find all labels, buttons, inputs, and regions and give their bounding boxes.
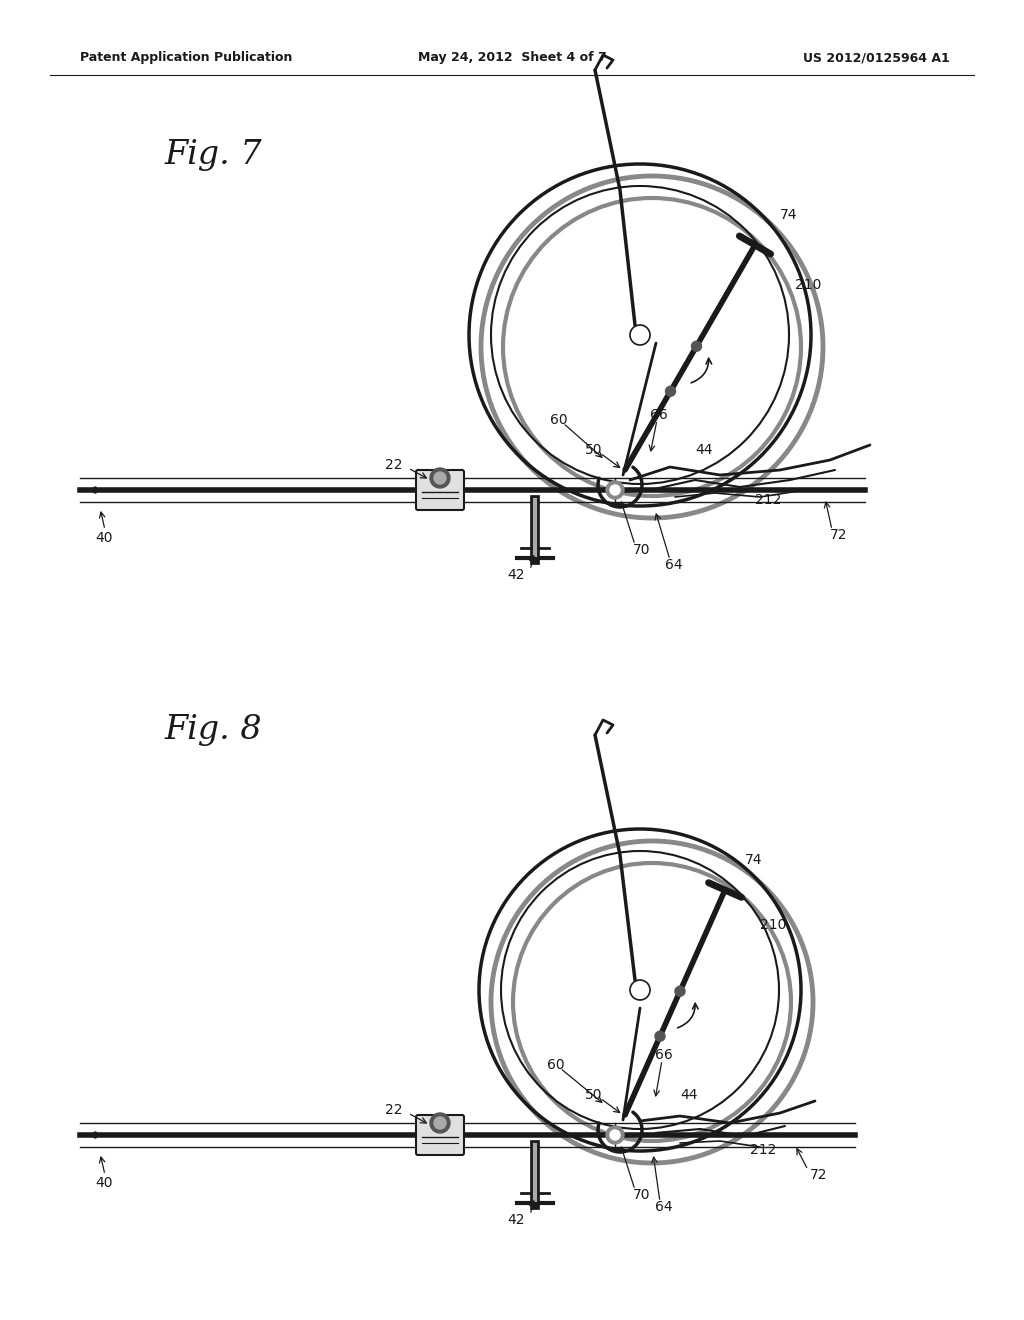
Text: 50: 50 (585, 444, 602, 457)
Circle shape (434, 473, 446, 484)
Text: 72: 72 (830, 528, 848, 543)
Text: 72: 72 (810, 1168, 827, 1181)
FancyBboxPatch shape (416, 1115, 464, 1155)
Circle shape (675, 986, 685, 997)
Circle shape (655, 1031, 665, 1041)
Text: 42: 42 (508, 1213, 525, 1228)
FancyBboxPatch shape (416, 470, 464, 510)
Text: 22: 22 (384, 458, 402, 473)
Circle shape (430, 469, 450, 488)
Text: 40: 40 (95, 531, 113, 545)
Circle shape (666, 387, 676, 396)
Text: 74: 74 (780, 209, 798, 222)
Text: 212: 212 (750, 1143, 776, 1158)
Text: 212: 212 (755, 492, 781, 507)
Text: 22: 22 (384, 1104, 402, 1117)
Text: 44: 44 (680, 1088, 697, 1102)
Circle shape (610, 484, 620, 495)
Circle shape (434, 1117, 446, 1129)
Circle shape (606, 1126, 624, 1144)
Text: Fig. 8: Fig. 8 (165, 714, 262, 746)
Text: 44: 44 (695, 444, 713, 457)
Text: 74: 74 (745, 853, 763, 867)
Text: US 2012/0125964 A1: US 2012/0125964 A1 (803, 51, 950, 65)
Circle shape (610, 1130, 620, 1140)
Circle shape (691, 342, 701, 351)
Text: 210: 210 (795, 279, 821, 292)
Circle shape (430, 1113, 450, 1133)
Text: 60: 60 (547, 1059, 564, 1072)
Text: 70: 70 (633, 1188, 650, 1203)
Text: 42: 42 (508, 568, 525, 582)
Text: 60: 60 (550, 413, 567, 426)
Text: Fig. 7: Fig. 7 (165, 139, 262, 172)
Text: 210: 210 (760, 917, 786, 932)
Text: 64: 64 (665, 558, 683, 572)
Text: 50: 50 (585, 1088, 602, 1102)
Text: May 24, 2012  Sheet 4 of 7: May 24, 2012 Sheet 4 of 7 (418, 51, 606, 65)
Text: 64: 64 (655, 1200, 673, 1214)
Text: 66: 66 (650, 408, 668, 422)
Text: 40: 40 (95, 1176, 113, 1191)
Circle shape (606, 480, 624, 499)
Text: 66: 66 (655, 1048, 673, 1063)
Text: 70: 70 (633, 543, 650, 557)
Text: Patent Application Publication: Patent Application Publication (80, 51, 293, 65)
